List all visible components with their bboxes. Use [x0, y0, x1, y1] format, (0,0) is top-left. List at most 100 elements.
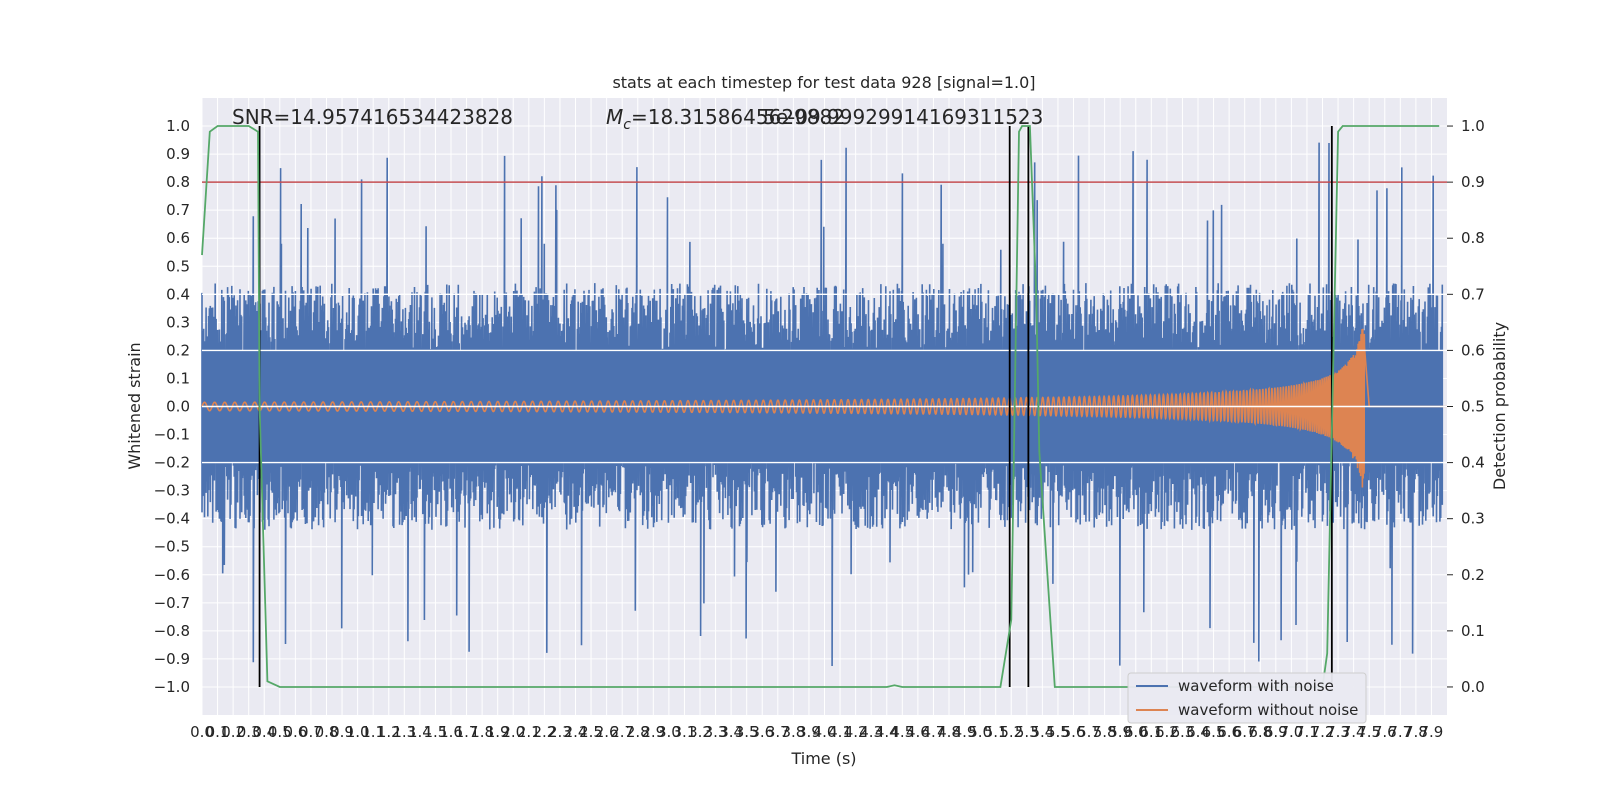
- x-tick-label: 2.5: [579, 723, 603, 741]
- legend: waveform with noise waveform without noi…: [1127, 672, 1367, 724]
- x-tick-label: 4.3: [859, 723, 883, 741]
- y-left-tick-label: −0.7: [154, 594, 190, 612]
- x-tick-label: 2.0: [501, 723, 525, 741]
- x-tick-label: 1.7: [455, 723, 479, 741]
- x-tick-label: 4.9: [953, 723, 977, 741]
- y-left-tick-label: 0.3: [166, 313, 190, 331]
- x-tick-label: 2.3: [548, 723, 572, 741]
- x-tick-label: 2.4: [564, 723, 588, 741]
- x-tick-label: 0.6: [283, 723, 307, 741]
- x-tick-label: 3.6: [750, 723, 774, 741]
- x-tick-label: 5.8: [1093, 723, 1117, 741]
- x-tick-label: 5.5: [1046, 723, 1070, 741]
- x-tick-label: 5.4: [1030, 723, 1054, 741]
- x-tick-label: 7.3: [1326, 723, 1350, 741]
- x-tick-label: 6.7: [1233, 723, 1257, 741]
- x-tick-label: 4.0: [813, 723, 837, 741]
- x-tick-label: 3.9: [797, 723, 821, 741]
- y-left-tick-label: −0.3: [154, 482, 190, 500]
- y-right-tick-label: 0.6: [1461, 341, 1485, 359]
- x-tick-label: 1.5: [424, 723, 448, 741]
- x-tick-label: 6.5: [1202, 723, 1226, 741]
- x-tick-label: 0.9: [330, 723, 354, 741]
- y-right-tick-label: 0.2: [1461, 566, 1485, 584]
- x-tick-label: 7.1: [1295, 723, 1319, 741]
- y-left-tick-label: −0.5: [154, 538, 190, 556]
- x-tick-label: 6.1: [1139, 723, 1163, 741]
- x-tick-label: 3.7: [766, 723, 790, 741]
- x-tick-label: 5.7: [1077, 723, 1101, 741]
- x-tick-label: 5.2: [999, 723, 1023, 741]
- x-tick-label: 3.0: [657, 723, 681, 741]
- x-tick-label: 0.2: [221, 723, 245, 741]
- y-axis-right-label: Detection probability: [1490, 322, 1509, 490]
- x-tick-label: 5.0: [968, 723, 992, 741]
- x-tick-label: 5.3: [1015, 723, 1039, 741]
- x-tick-label: 1.0: [346, 723, 370, 741]
- y-right-tick-label: 0.7: [1461, 285, 1485, 303]
- y-left-tick-label: 0.6: [166, 229, 190, 247]
- x-tick-label: 7.8: [1404, 723, 1428, 741]
- x-tick-label: 0.8: [315, 723, 339, 741]
- x-tick-label: 4.8: [937, 723, 961, 741]
- y-right-tick-label: 0.5: [1461, 398, 1485, 416]
- x-tick-label: 4.5: [890, 723, 914, 741]
- x-tick-label: 3.5: [735, 723, 759, 741]
- y-left-tick-label: −0.2: [154, 454, 190, 472]
- y-right-tick-label: 0.8: [1461, 229, 1485, 247]
- x-tick-label: 2.6: [595, 723, 619, 741]
- x-tick-label: 1.8: [470, 723, 494, 741]
- y-axis-left-label: Whitened strain: [125, 342, 144, 469]
- legend-box: [1127, 672, 1367, 724]
- snr-annotation: SNR=14.957416534423828: [232, 105, 513, 129]
- y-left-tick-label: −0.1: [154, 426, 190, 444]
- chirp-mass-annotation: Mc=18.3158645629882: [606, 105, 845, 133]
- y-left-tick-label: −1.0: [154, 678, 190, 696]
- y-left-tick-label: 0.4: [166, 285, 190, 303]
- overlap-annotation: 5e-09.99929914169311523: [763, 105, 1043, 129]
- x-tick-label: 1.9: [486, 723, 510, 741]
- x-tick-label: 2.7: [610, 723, 634, 741]
- x-tick-label: 6.0: [1124, 723, 1148, 741]
- chart-title: stats at each timestep for test data 928…: [612, 73, 1035, 92]
- x-tick-label: 7.6: [1373, 723, 1397, 741]
- y-left-tick-label: 0.2: [166, 341, 190, 359]
- y-left-tick-label: 0.0: [166, 398, 190, 416]
- x-tick-label: 1.1: [361, 723, 385, 741]
- x-tick-label: 4.4: [875, 723, 899, 741]
- x-tick-label: 6.6: [1217, 723, 1241, 741]
- x-tick-label: 5.6: [1062, 723, 1086, 741]
- legend-label-without-noise: waveform without noise: [1178, 701, 1358, 719]
- y-left-tick-label: 0.9: [166, 145, 190, 163]
- x-tick-label: 4.2: [844, 723, 868, 741]
- x-tick-label: 6.3: [1171, 723, 1195, 741]
- x-tick-label: 0.0: [190, 723, 214, 741]
- x-tick-label: 7.2: [1311, 723, 1335, 741]
- x-tick-label: 0.3: [237, 723, 261, 741]
- x-tick-label: 4.1: [828, 723, 852, 741]
- x-tick-label: 2.1: [517, 723, 541, 741]
- x-tick-label: 3.8: [781, 723, 805, 741]
- x-tick-label: 1.2: [377, 723, 401, 741]
- chirp-mass-symbol: M: [606, 105, 623, 129]
- y-right-tick-label: 1.0: [1461, 117, 1485, 135]
- y-axis-left-ticks: 1.0 0.9 0.8 0.7 0.6 0.5 0.4 0.3 0.2 0.1 0.0 −0.1 −0.…: [154, 117, 190, 696]
- x-tick-label: 3.3: [704, 723, 728, 741]
- y-left-tick-label: 0.5: [166, 257, 190, 275]
- x-tick-label: 7.7: [1388, 723, 1412, 741]
- y-left-tick-label: −0.9: [154, 650, 190, 668]
- y-left-tick-label: 0.8: [166, 173, 190, 191]
- x-tick-label: 2.2: [532, 723, 556, 741]
- y-left-tick-label: 0.7: [166, 201, 190, 219]
- y-left-tick-label: −0.6: [154, 566, 190, 584]
- x-tick-label: 6.2: [1155, 723, 1179, 741]
- x-tick-label: 6.9: [1264, 723, 1288, 741]
- chirp-mass-subscript: c: [623, 117, 631, 133]
- x-tick-label: 4.7: [922, 723, 946, 741]
- x-tick-label: 1.4: [408, 723, 432, 741]
- y-right-tick-label: 0.3: [1461, 510, 1485, 528]
- x-axis-label: Time (s): [790, 749, 856, 768]
- x-tick-label: 7.4: [1342, 723, 1366, 741]
- x-tick-label: 0.7: [299, 723, 323, 741]
